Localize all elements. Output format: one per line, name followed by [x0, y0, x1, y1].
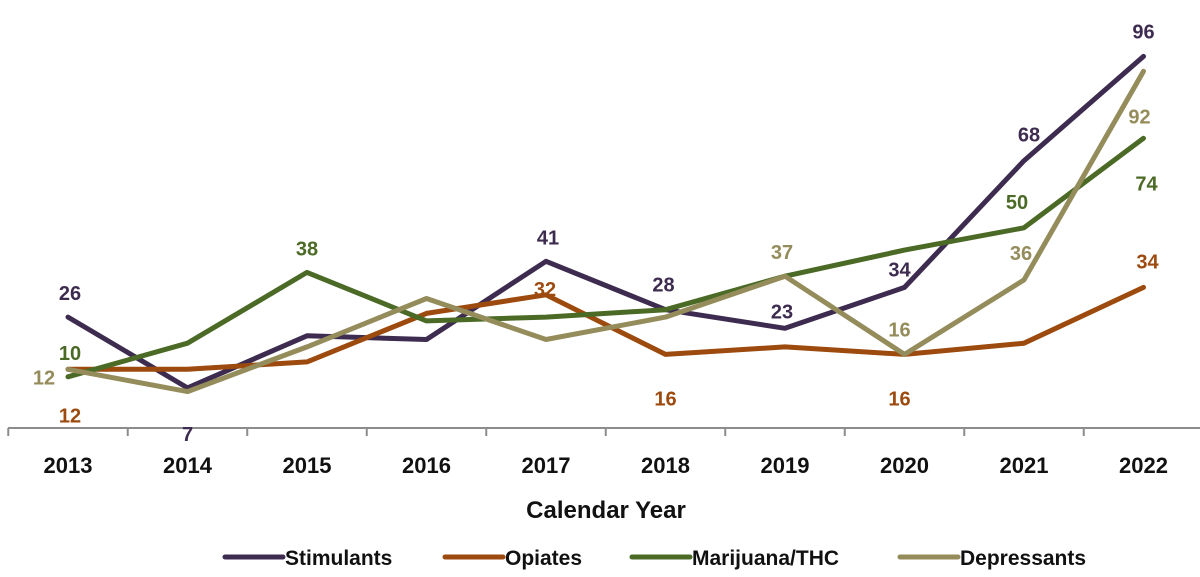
data-label: 26 [59, 283, 81, 305]
data-labels: 26 7 41 28 23 34 68 96 12 32 16 16 34 10 38 50 74 12 37 16 3… [33, 21, 1160, 446]
x-tick-label: 2021 [1000, 453, 1049, 478]
series-line-depressants [65, 68, 1146, 395]
data-label: 7 [182, 424, 193, 446]
series-line-opiates [65, 284, 1146, 372]
data-label: 50 [1006, 192, 1028, 214]
data-label: 34 [1136, 251, 1159, 273]
x-tick-label: 2018 [641, 453, 690, 478]
x-tick-label: 2020 [880, 453, 929, 478]
data-label: 16 [888, 319, 910, 341]
x-tick-label: 2022 [1119, 453, 1168, 478]
x-tick-label: 2019 [761, 453, 810, 478]
data-label: 28 [652, 275, 674, 297]
data-label: 16 [654, 388, 676, 410]
data-label: 37 [771, 242, 793, 264]
data-label: 23 [771, 301, 793, 323]
legend-label: Stimulants [285, 547, 392, 570]
series-line-marijuana-thc [65, 135, 1146, 380]
legend-label: Marijuana/THC [692, 547, 839, 570]
legend: Stimulants Opiates Marijuana/THC Depressant… [222, 547, 1086, 570]
x-axis-tick-labels: 2013 2014 2015 2016 2017 2018 2019 2020 2021 2022 [44, 453, 1168, 478]
data-label: 38 [296, 238, 318, 260]
data-label: 16 [888, 388, 910, 410]
x-axis-ticks [7, 428, 1085, 436]
data-label: 41 [537, 227, 559, 249]
data-label: 68 [1018, 125, 1040, 147]
x-tick-label: 2013 [44, 453, 93, 478]
legend-label: Opiates [505, 547, 582, 570]
data-label: 12 [33, 367, 55, 389]
x-tick-label: 2015 [283, 453, 332, 478]
data-label: 10 [59, 343, 81, 365]
data-label: 36 [1010, 243, 1032, 265]
data-label: 12 [59, 405, 81, 427]
x-tick-label: 2014 [163, 453, 213, 478]
legend-label: Depressants [960, 547, 1086, 570]
series-lines [65, 53, 1146, 395]
x-tick-label: 2016 [402, 453, 451, 478]
x-axis-title: Calendar Year [526, 497, 686, 524]
data-label: 34 [888, 259, 911, 281]
data-label: 74 [1135, 173, 1158, 195]
x-tick-label: 2017 [522, 453, 571, 478]
series-line-stimulants [65, 53, 1146, 391]
data-label: 96 [1132, 21, 1154, 43]
data-label: 32 [534, 279, 556, 301]
data-label: 92 [1128, 106, 1150, 128]
